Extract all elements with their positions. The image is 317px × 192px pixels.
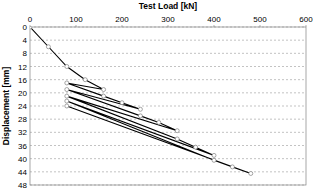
grid-line: [30, 158, 306, 159]
point-marker: [230, 165, 234, 169]
point-marker: [138, 114, 142, 118]
y-tick-label: 48: [18, 181, 27, 190]
point-marker: [83, 78, 87, 82]
y-tick-label: 36: [18, 142, 27, 151]
y-tick-label: 16: [18, 76, 27, 85]
x-tick-label: 0: [28, 15, 33, 24]
y-tick-label: 0: [23, 23, 28, 32]
y-tick-label: 4: [23, 36, 28, 45]
y-tick-label: 24: [18, 102, 27, 111]
point-marker: [249, 171, 253, 175]
y-tick-label: 28: [18, 115, 27, 124]
plot-frame: [30, 27, 306, 185]
y-axis-title: Displacement [mm]: [1, 67, 11, 146]
y-tick-label: 12: [18, 63, 27, 72]
grid-line: [30, 53, 306, 54]
point-marker: [65, 88, 69, 92]
point-marker: [30, 27, 32, 29]
point-marker: [65, 81, 69, 85]
x-axis-title: Test Load [kN]: [139, 1, 198, 11]
y-tick-label: 40: [18, 155, 27, 164]
y-tick-label: 20: [18, 89, 27, 98]
grid-line: [30, 171, 306, 172]
chart: 0481216202428323640444801002003004005006…: [0, 0, 317, 192]
y-tick-label: 8: [23, 49, 28, 58]
grid-line: [30, 145, 306, 146]
point-marker: [157, 120, 161, 124]
point-marker: [46, 45, 50, 49]
point-marker: [212, 158, 216, 162]
grid-line: [30, 132, 306, 133]
y-tick-label: 44: [18, 168, 27, 177]
point-marker: [65, 65, 69, 69]
x-tick-label: 500: [253, 15, 267, 24]
y-tick-label: 32: [18, 128, 27, 137]
x-tick-label: 200: [115, 15, 129, 24]
point-marker: [138, 107, 142, 111]
point-marker: [212, 153, 216, 157]
x-tick-label: 600: [299, 15, 313, 24]
point-marker: [102, 94, 106, 98]
point-marker: [175, 129, 179, 133]
grid-line: [30, 66, 306, 67]
grid-line: [30, 119, 306, 120]
grid-line: [30, 79, 306, 80]
x-tick-label: 300: [161, 15, 175, 24]
series-line: [30, 27, 251, 173]
point-marker: [65, 104, 69, 108]
point-marker: [102, 88, 106, 92]
x-tick-label: 100: [69, 15, 83, 24]
point-marker: [194, 145, 198, 149]
point-marker: [65, 99, 69, 103]
grid-line: [30, 92, 306, 93]
point-marker: [65, 94, 69, 98]
plot-area: [30, 27, 253, 175]
point-marker: [120, 101, 124, 105]
grid-line: [30, 40, 306, 41]
x-tick-label: 400: [207, 15, 221, 24]
point-marker: [175, 137, 179, 141]
grid-line: [30, 106, 306, 107]
